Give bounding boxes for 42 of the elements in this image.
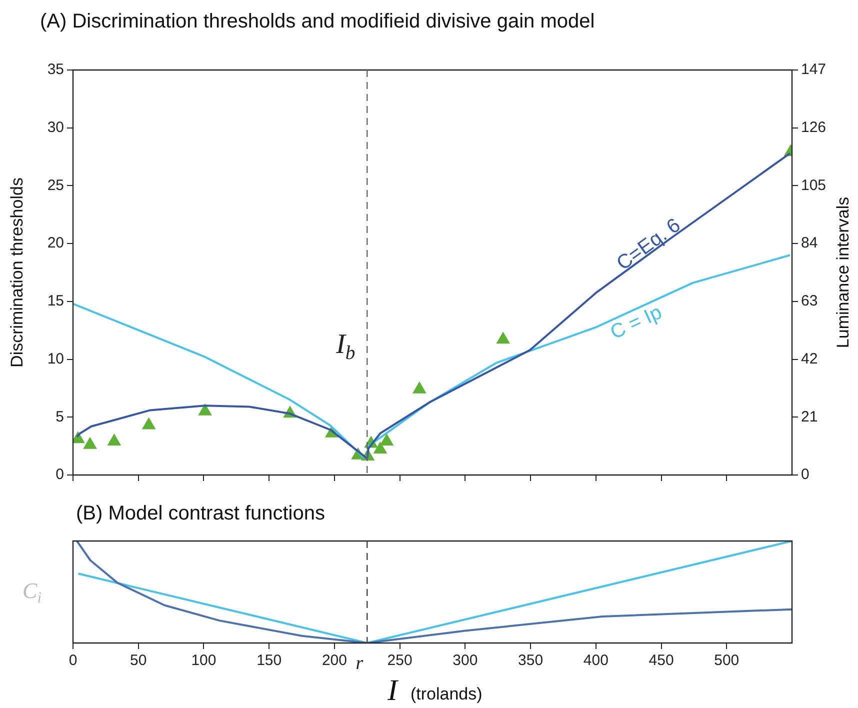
- text: C = Ip: [607, 301, 666, 344]
- ref-line-label: r: [356, 653, 364, 674]
- point: [412, 382, 426, 394]
- y-axis-title: Discrimination thresholds: [8, 178, 27, 368]
- x-tick-label: 300: [452, 652, 478, 670]
- y2-tick-label: 84: [801, 234, 818, 252]
- x-tick-label: 250: [387, 652, 412, 670]
- x-tick-label: 100: [191, 652, 216, 670]
- y2-tick-label: 63: [801, 292, 818, 310]
- x-tick-label: 150: [256, 652, 282, 670]
- point: [496, 332, 510, 344]
- y2-tick-label: 147: [801, 61, 826, 78]
- point: [380, 434, 394, 446]
- x-tick-label: 50: [130, 652, 147, 670]
- x-tick-label: 400: [583, 652, 608, 670]
- x-tick-label: 200: [322, 652, 347, 670]
- y-tick-label: 35: [47, 61, 64, 78]
- x-tick-label: 0: [68, 652, 78, 670]
- y-tick-label: 25: [47, 176, 64, 194]
- chart-title: (B) Model contrast functions: [76, 502, 325, 525]
- y-tick-label: 30: [47, 119, 64, 136]
- y2-tick-label: 105: [801, 176, 826, 194]
- point: [142, 418, 156, 430]
- y-tick-label: 10: [47, 350, 64, 368]
- point: [108, 434, 121, 446]
- y-tick-label: 15: [47, 292, 64, 310]
- y-tick-label: 0: [56, 466, 64, 484]
- y-tick-label: 20: [47, 234, 64, 252]
- x-axis-title: I (trolands): [386, 674, 482, 707]
- point: [198, 404, 212, 416]
- y2-tick-label: 0: [801, 466, 810, 484]
- point: [374, 442, 387, 454]
- y-tick-label: 5: [56, 408, 64, 426]
- x-tick-label: 350: [518, 652, 544, 670]
- x-tick-label: 450: [648, 652, 674, 670]
- x-tick-label: 500: [714, 652, 740, 670]
- y2-tick-label: 126: [801, 119, 826, 136]
- chart-title: (A) Discrimination thresholds and modifieid divisive gain model: [40, 10, 595, 33]
- y2-tick-label: 42: [801, 350, 818, 368]
- y2-tick-label: 21: [801, 408, 818, 426]
- y2-axis-title: Luminance intervals: [834, 196, 853, 348]
- point: [83, 437, 97, 449]
